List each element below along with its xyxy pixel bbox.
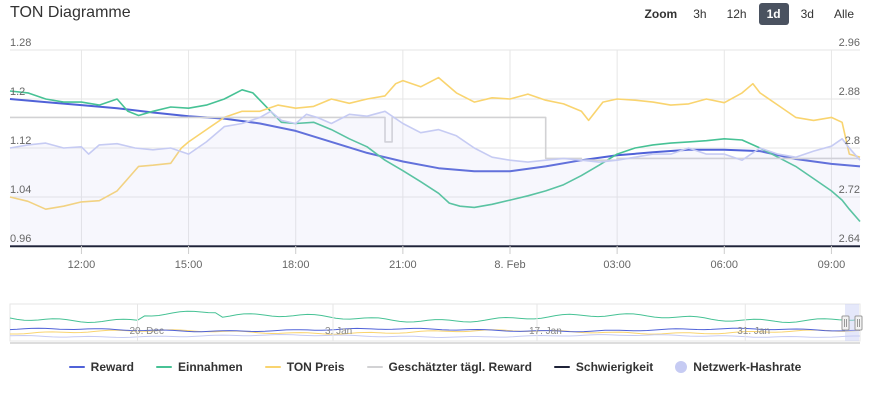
x-tick-label: 18:00 <box>282 259 310 271</box>
x-tick-label: 03:00 <box>603 259 631 271</box>
y-left-tick-label: 1.28 <box>10 37 31 49</box>
legend-swatch <box>68 366 85 368</box>
legend-item[interactable]: Reward <box>68 360 135 374</box>
zoom-all-button[interactable]: Alle <box>833 7 854 21</box>
x-tick-label: 21:00 <box>389 259 417 271</box>
zoom-12h-button[interactable]: 12h <box>726 7 747 21</box>
navigator-handle-left[interactable] <box>841 315 850 331</box>
zoom-3h-button[interactable]: 3h <box>693 7 707 21</box>
zoom-1d-button[interactable]: 1d <box>758 3 789 25</box>
legend-label: Einnahmen <box>178 360 243 374</box>
y-right-tick-label: 2.64 <box>839 233 860 245</box>
zoom-3d-button[interactable]: 3d <box>800 7 814 21</box>
y-right-tick-label: 2.88 <box>839 86 860 98</box>
y-left-tick-label: 1.2 <box>10 86 25 98</box>
legend: Reward Einnahmen TON Preis Geschätzter tägl… <box>0 360 870 374</box>
navigator-selection[interactable] <box>845 304 859 341</box>
navigator-series-line <box>9 310 861 324</box>
x-tick-label: 06:00 <box>711 259 739 271</box>
navigator-tick-label: 17. Jan <box>529 326 562 337</box>
legend-label: Schwierigkeit <box>575 360 654 374</box>
chart-area[interactable]: 12:00 15:00 18:00 21:00 8. Feb 03:00 06:00 09:0… <box>0 0 870 350</box>
series-line-einnahmen[interactable] <box>9 89 861 223</box>
legend-swatch <box>366 366 383 368</box>
legend-swatch <box>264 366 281 368</box>
chart-title: TON Diagramme <box>10 4 131 21</box>
legend-item[interactable]: TON Preis <box>264 360 345 374</box>
series-line-netzwerk-hashrate[interactable] <box>9 110 861 163</box>
legend-label: Geschätzter tägl. Reward <box>388 360 532 374</box>
navigator-series-line <box>9 327 861 333</box>
navigator-tick-label: 3. Jan <box>325 326 352 337</box>
navigator-series-line <box>10 329 861 335</box>
navigator-tick-label: 31. Jan <box>737 326 770 337</box>
x-tick-label: 15:00 <box>175 259 203 271</box>
series-line-ton-preis[interactable] <box>9 76 861 210</box>
legend-label: Netzwerk-Hashrate <box>693 360 802 374</box>
zoom-label: Zoom <box>644 7 678 21</box>
zoom-bar: Zoom 3h 12h 1d 3d Alle <box>645 2 862 26</box>
legend-item[interactable]: Geschätzter tägl. Reward <box>366 360 532 374</box>
y-left-tick-label: 1.04 <box>10 184 31 196</box>
y-right-tick-label: 2.72 <box>839 184 860 196</box>
legend-item[interactable]: Netzwerk-Hashrate <box>675 360 801 374</box>
series-area-netzwerk-hashrate <box>10 111 860 246</box>
legend-swatch <box>553 366 570 368</box>
legend-label: TON Preis <box>286 360 345 374</box>
x-tick-label: 8. Feb <box>494 259 525 271</box>
series-line-geschätzter-tägl-reward[interactable] <box>10 116 860 161</box>
legend-item[interactable]: Schwierigkeit <box>553 360 654 374</box>
legend-swatch <box>675 361 688 373</box>
x-tick-label: 09:00 <box>818 259 846 271</box>
y-left-tick-label: 1.12 <box>10 135 31 147</box>
y-right-tick-label: 2.96 <box>839 37 860 49</box>
legend-label: Reward <box>90 360 135 374</box>
series-line-reward[interactable] <box>9 98 861 173</box>
navigator-series-line <box>9 333 860 339</box>
legend-item[interactable]: Einnahmen <box>156 360 243 374</box>
navigator-tick-label: 20. Dec <box>130 326 164 337</box>
x-tick-label: 12:00 <box>68 259 96 271</box>
y-right-tick-label: 2.8 <box>845 135 860 147</box>
navigator-handle-right[interactable] <box>854 315 863 331</box>
legend-swatch <box>156 366 173 368</box>
y-left-tick-label: 0.96 <box>10 233 31 245</box>
